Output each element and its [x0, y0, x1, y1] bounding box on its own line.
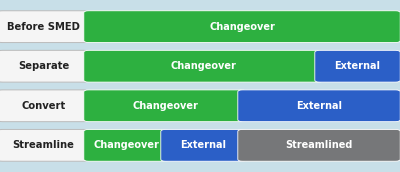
FancyBboxPatch shape: [238, 130, 400, 161]
Text: Changeover: Changeover: [132, 101, 198, 111]
Text: Convert: Convert: [21, 101, 66, 111]
Text: Before SMED: Before SMED: [7, 22, 80, 32]
FancyBboxPatch shape: [0, 50, 88, 82]
FancyBboxPatch shape: [84, 11, 400, 42]
Text: Streamlined: Streamlined: [285, 140, 353, 150]
FancyBboxPatch shape: [84, 50, 323, 82]
FancyBboxPatch shape: [161, 130, 246, 161]
Text: External: External: [180, 140, 226, 150]
Text: Changeover: Changeover: [209, 22, 275, 32]
FancyBboxPatch shape: [84, 130, 169, 161]
Text: External: External: [334, 61, 380, 71]
FancyBboxPatch shape: [315, 50, 400, 82]
Text: Changeover: Changeover: [170, 61, 236, 71]
FancyBboxPatch shape: [238, 90, 400, 122]
Text: Changeover: Changeover: [94, 140, 160, 150]
FancyBboxPatch shape: [0, 90, 88, 122]
Text: Separate: Separate: [18, 61, 69, 71]
FancyBboxPatch shape: [84, 90, 246, 122]
Text: External: External: [296, 101, 342, 111]
FancyBboxPatch shape: [0, 130, 88, 161]
FancyBboxPatch shape: [0, 11, 88, 42]
Text: Streamline: Streamline: [12, 140, 74, 150]
